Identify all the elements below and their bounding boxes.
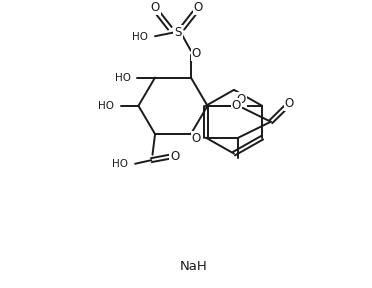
Text: O: O [237, 93, 246, 106]
Text: O: O [194, 1, 203, 14]
Text: O: O [192, 132, 201, 145]
Text: HO: HO [132, 32, 148, 42]
Text: S: S [174, 26, 182, 39]
Text: NaH: NaH [180, 260, 207, 273]
Text: O: O [170, 150, 180, 163]
Text: O: O [232, 99, 241, 112]
Text: O: O [192, 47, 201, 60]
Text: HO: HO [112, 160, 128, 170]
Text: O: O [285, 97, 294, 110]
Text: O: O [150, 1, 160, 14]
Text: HO: HO [115, 73, 131, 83]
Text: HO: HO [99, 101, 115, 111]
